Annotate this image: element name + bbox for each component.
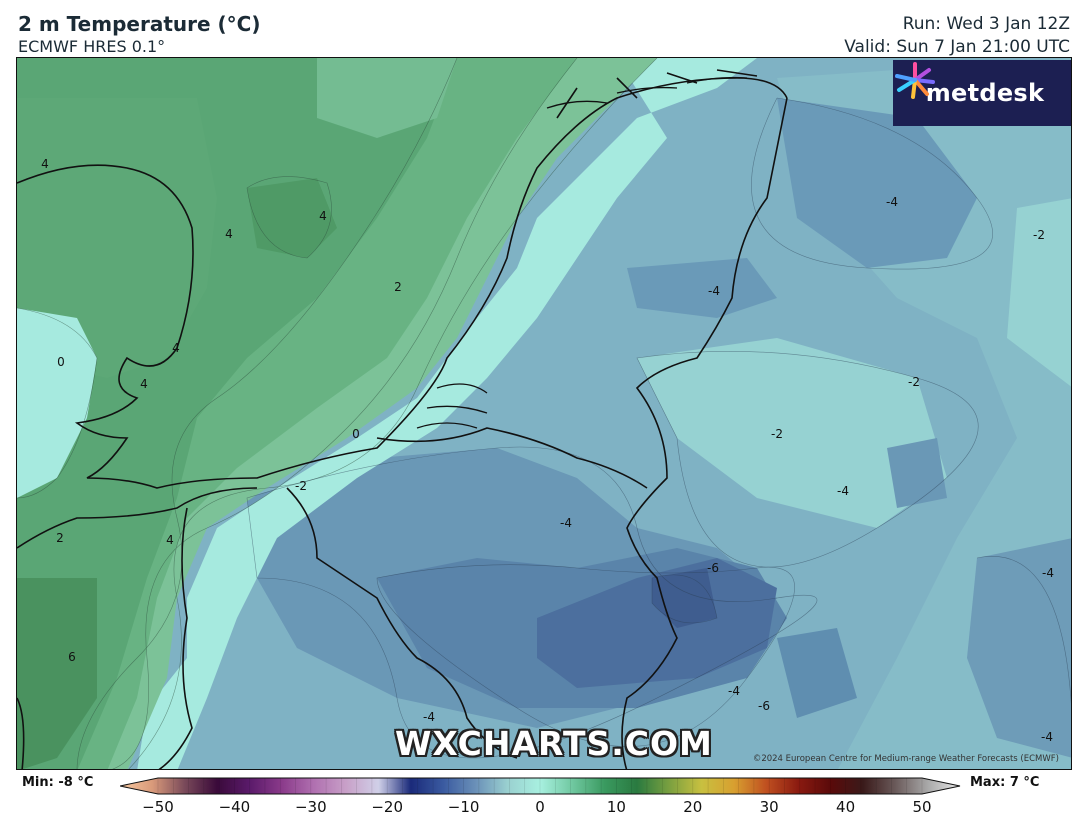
map-field <box>17 58 1071 769</box>
run-time: Run: Wed 3 Jan 12Z <box>902 14 1070 34</box>
contour-label: -2 <box>295 479 307 493</box>
contour-label: -4 <box>1042 566 1054 580</box>
chart-title: 2 m Temperature (°C) <box>18 12 261 36</box>
colorbar-tick-label: 50 <box>912 798 932 816</box>
contour-label: -4 <box>837 484 849 498</box>
contour-label: 4 <box>41 157 49 171</box>
contour-label: 0 <box>57 355 65 369</box>
contour-label: 4 <box>166 533 174 547</box>
metdesk-logo: metdesk <box>893 60 1071 126</box>
chart-header: 2 m Temperature (°C) ECMWF HRES 0.1° Run… <box>0 0 1088 58</box>
colorbar-tick-label: −40 <box>218 798 251 816</box>
contour-label: 0 <box>352 427 360 441</box>
colorbar <box>120 777 961 795</box>
contour-label: -4 <box>423 710 435 724</box>
colorbar-tick-label: −30 <box>294 798 327 816</box>
colorbar-panel: Min: -8 °C Max: 7 °C −50 −40 −30 −20 −10 0 10 2… <box>0 770 1088 833</box>
logo-text: metdesk <box>925 79 1045 107</box>
colorbar-tick-label: 30 <box>759 798 779 816</box>
valid-time: Valid: Sun 7 Jan 21:00 UTC <box>844 37 1070 57</box>
contour-label: 4 <box>225 227 233 241</box>
colorbar-tick-label: 40 <box>836 798 856 816</box>
contour-label: 4 <box>319 209 327 223</box>
colorbar-tick-label: −20 <box>371 798 404 816</box>
contour-label: 2 <box>56 531 64 545</box>
contour-label: 4 <box>140 377 148 391</box>
contour-label: 4 <box>172 341 180 355</box>
contour-label: -4 <box>728 684 740 698</box>
contour-label: -6 <box>707 561 719 575</box>
copyright-notice: ©2024 European Centre for Medium-range W… <box>752 754 1059 764</box>
temperature-map[interactable]: metdesk WXCHARTS.COM ©2024 European Cent… <box>16 57 1072 770</box>
contour-label: -2 <box>771 427 783 441</box>
contour-label: -4 <box>1041 730 1053 744</box>
colorbar-tick-label: 0 <box>535 798 545 816</box>
colorbar-tick-label: −10 <box>447 798 480 816</box>
colorbar-tick-label: 20 <box>683 798 703 816</box>
contour-label: -4 <box>886 195 898 209</box>
colorbar-tick-label: −50 <box>142 798 174 816</box>
contour-label: -4 <box>708 284 720 298</box>
contour-label: 2 <box>394 280 402 294</box>
contour-label: -2 <box>908 375 920 389</box>
contour-label: -4 <box>560 516 572 530</box>
contour-label: -2 <box>1033 228 1045 242</box>
max-value-label: Max: 7 °C <box>970 775 1040 790</box>
colorbar-tick-label: 10 <box>606 798 626 816</box>
metdesk-burst-icon <box>895 62 935 99</box>
model-label: ECMWF HRES 0.1° <box>18 37 166 56</box>
contour-label: -6 <box>758 699 770 713</box>
wxcharts-watermark: WXCHARTS.COM <box>395 724 713 763</box>
contour-label: 6 <box>68 650 76 664</box>
min-value-label: Min: -8 °C <box>22 775 94 790</box>
